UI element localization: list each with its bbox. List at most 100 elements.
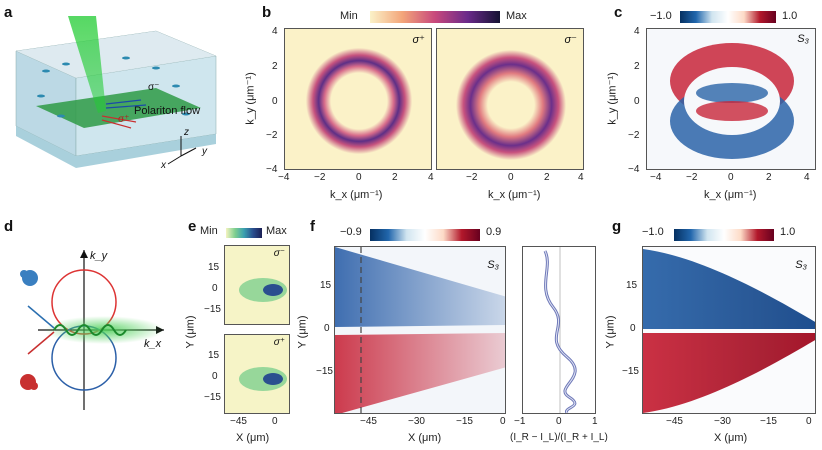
panel-b-ytick: 2	[272, 61, 278, 72]
panel-e-cb-min: Min	[200, 225, 218, 237]
panel-f-cb-max: 0.9	[486, 226, 502, 238]
panel-a-sigma-minus: σ⁻	[148, 82, 160, 93]
panel-f-xtick: −30	[408, 416, 425, 427]
panel-b-xtick: 4	[578, 172, 584, 183]
panel-g-label: S₃	[795, 259, 807, 271]
panel-f-xtick: −45	[360, 416, 377, 427]
panel-b-letter: b	[262, 4, 272, 21]
panel-e-xtick: −45	[230, 416, 247, 427]
panel-e-ytick: −15	[204, 392, 221, 403]
panel-b-right-label: σ⁻	[564, 34, 577, 46]
panel-f-ylabel: Y (μm)	[296, 315, 309, 349]
panel-b-cb-min: Min	[340, 10, 358, 22]
panel-f-label: S₃	[487, 259, 499, 271]
panel-f-ytick: 15	[320, 280, 332, 291]
panel-f-side-xlabel: (I_R − I_L)/(I_R + I_L)	[510, 432, 608, 443]
panel-b-xtick: 4	[428, 172, 434, 183]
panel-b-xlabel-left: k_x (μm⁻¹)	[330, 189, 383, 201]
panel-b-xtick: 0	[508, 172, 514, 183]
panel-g-xtick: −15	[760, 416, 777, 427]
panel-b-left-label: σ⁺	[412, 34, 425, 46]
panel-b-xtick: −2	[466, 172, 478, 183]
panel-g-cb-min: −1.0	[642, 226, 664, 238]
panel-c-xtick: 0	[728, 172, 734, 183]
panel-b-xtick: −4	[278, 172, 290, 183]
panel-f-xtick: 0	[500, 416, 506, 427]
panel-f-letter: f	[310, 218, 315, 235]
panel-d-ky: k_y	[90, 250, 108, 262]
panel-f-map: S₃	[334, 246, 506, 414]
panel-g-ytick: 15	[626, 280, 638, 291]
panel-c-cb-min: −1.0	[650, 10, 672, 22]
panel-c-label: S₃	[797, 33, 809, 45]
panel-f-xtick: −15	[456, 416, 473, 427]
panel-c-ytick: 4	[634, 26, 640, 37]
panel-c-ylabel: k_y (μm⁻¹)	[606, 72, 619, 125]
panel-e-bottom-map: σ⁺	[224, 334, 290, 414]
panel-g-xtick: −30	[714, 416, 731, 427]
panel-b-colorbar	[370, 11, 500, 23]
panel-e-ytick: −15	[204, 304, 221, 315]
panel-g-colorbar	[674, 229, 774, 241]
panel-g-ytick: −15	[622, 366, 639, 377]
panel-d-letter: d	[4, 218, 14, 235]
panel-c-ytick: 0	[634, 96, 640, 107]
panel-a-axis-x: x	[161, 160, 166, 171]
panel-g-ytick: 0	[630, 323, 636, 334]
panel-c-cb-max: 1.0	[782, 10, 798, 22]
panel-g-cb-max: 1.0	[780, 226, 796, 238]
panel-c-colorbar	[680, 11, 776, 23]
panel-b-ytick: 0	[272, 96, 278, 107]
panel-d-kx: k_x	[144, 338, 162, 350]
panel-c-ytick: 2	[634, 61, 640, 72]
panel-a-illustration: σ⁻ σ⁺ Polariton flow z y x	[6, 16, 228, 176]
panel-b-right-map: σ⁻	[436, 28, 584, 170]
panel-a-flow-label: Polariton flow	[134, 105, 201, 117]
panel-f-side-plot	[522, 246, 596, 414]
panel-b-xtick: 2	[544, 172, 550, 183]
panel-c-xtick: −2	[686, 172, 698, 183]
panel-e-top-label: σ⁻	[273, 248, 285, 259]
panel-c-xtick: 2	[766, 172, 772, 183]
panel-g-letter: g	[612, 218, 622, 235]
panel-g-xtick: 0	[806, 416, 812, 427]
panel-b-cb-max: Max	[506, 10, 527, 22]
panel-f-xlabel: X (μm)	[408, 432, 442, 444]
panel-b-ytick: −2	[266, 130, 278, 141]
panel-e-xlabel: X (μm)	[236, 432, 270, 444]
panel-b-ytick: 4	[272, 26, 278, 37]
panel-c-xtick: −4	[650, 172, 662, 183]
panel-e-ylabel: Y (μm)	[184, 315, 197, 349]
panel-e-ytick: 0	[212, 283, 218, 294]
panel-b-xtick: 0	[356, 172, 362, 183]
panel-c-xtick: 4	[804, 172, 810, 183]
panel-c-ytick: −2	[628, 130, 640, 141]
panel-g-ylabel: Y (μm)	[604, 315, 617, 349]
panel-c-xlabel: k_x (μm⁻¹)	[704, 189, 757, 201]
panel-f-side-xtick: 0	[556, 416, 562, 427]
panel-a-axis-y: y	[202, 146, 207, 157]
panel-b-ytick: −4	[266, 164, 278, 175]
panel-a-letter: a	[4, 4, 13, 21]
panel-b-xtick: −2	[314, 172, 326, 183]
panel-g-xtick: −45	[666, 416, 683, 427]
panel-e-ytick: 15	[208, 262, 220, 273]
panel-a-axis-z: z	[184, 127, 189, 138]
panel-e-xtick: 0	[272, 416, 278, 427]
panel-g-map: S₃	[642, 246, 816, 414]
panel-b-ylabel: k_y (μm⁻¹)	[244, 72, 257, 125]
panel-f-ytick: 0	[324, 323, 330, 334]
panel-c-map: S₃	[646, 28, 816, 170]
panel-e-cb-max: Max	[266, 225, 287, 237]
panel-e-bottom-label: σ⁺	[273, 337, 285, 348]
panel-d-diagram: k_y k_x	[4, 240, 180, 440]
panel-f-ytick: −15	[316, 366, 333, 377]
panel-f-cb-min: −0.9	[340, 226, 362, 238]
panel-e-colorbar	[226, 228, 262, 238]
panel-g-xlabel: X (μm)	[714, 432, 748, 444]
panel-b-xtick: 2	[392, 172, 398, 183]
panel-f-side-xtick: −1	[514, 416, 526, 427]
panel-e-ytick: 0	[212, 371, 218, 382]
panel-c-ytick: −4	[628, 164, 640, 175]
panel-b-xlabel-right: k_x (μm⁻¹)	[488, 189, 541, 201]
